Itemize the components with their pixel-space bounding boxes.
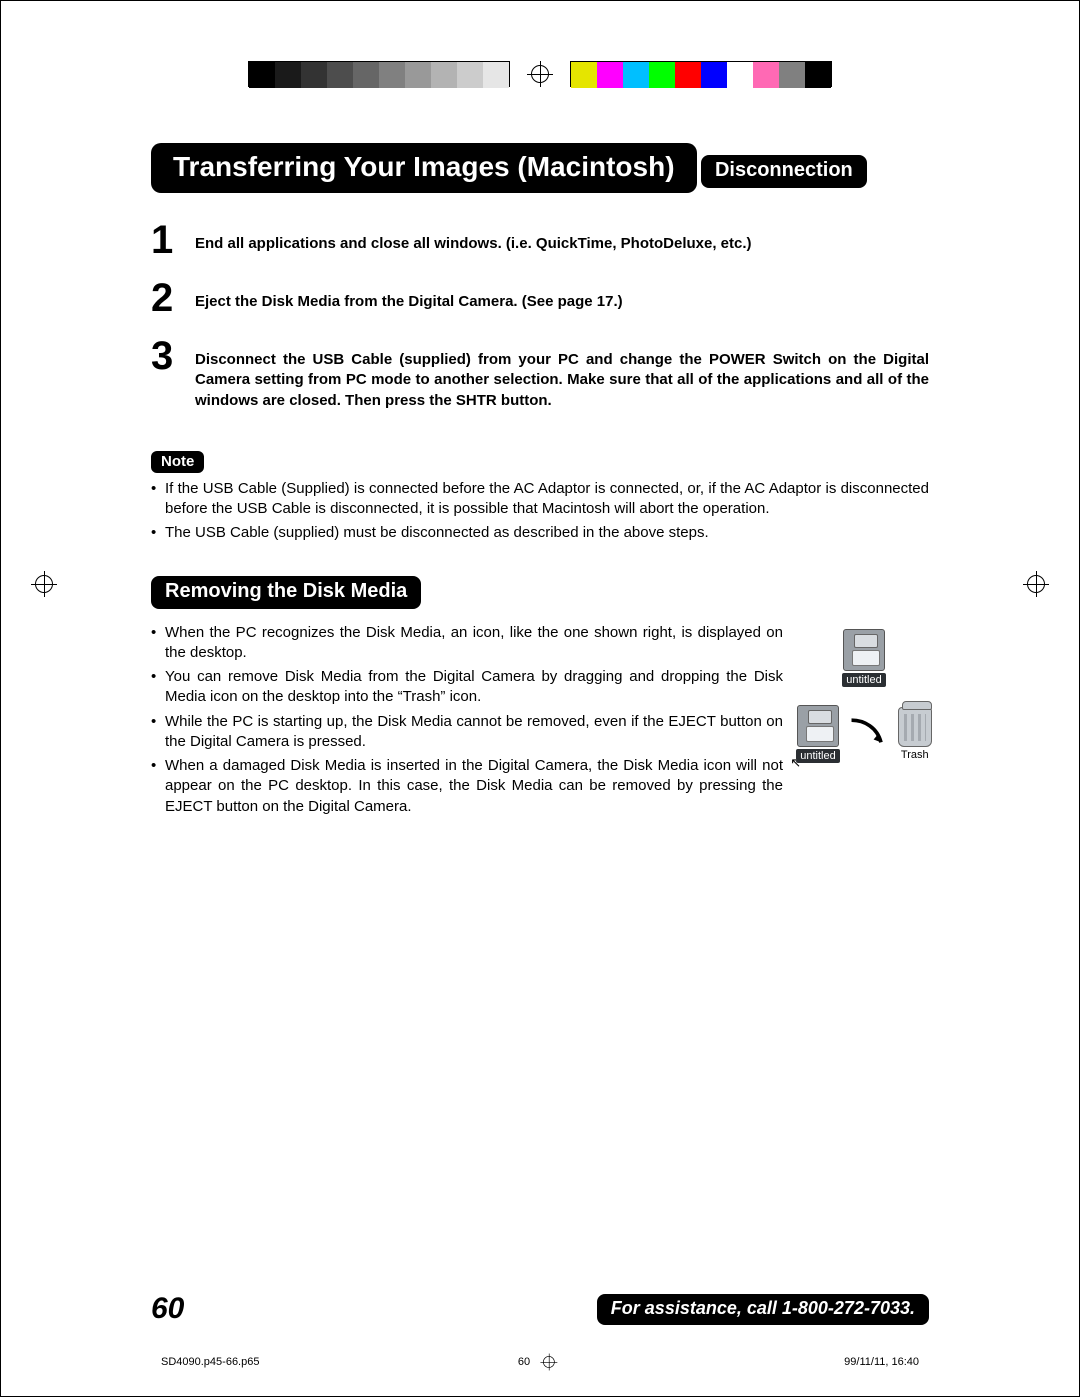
note-item: The USB Cable (supplied) must be disconn… bbox=[151, 523, 929, 543]
page-number: 60 bbox=[151, 1292, 184, 1326]
swatch bbox=[623, 62, 649, 88]
swatch bbox=[805, 62, 831, 88]
drag-arrow-icon bbox=[846, 711, 892, 757]
content-area: Transferring Your Images (Macintosh) Dis… bbox=[81, 127, 999, 821]
step-number: 1 bbox=[151, 220, 181, 260]
registration-mark-icon bbox=[527, 61, 553, 87]
removing-item: While the PC is starting up, the Disk Me… bbox=[151, 712, 783, 753]
step-text: End all applications and close all windo… bbox=[195, 220, 752, 254]
step: 2 Eject the Disk Media from the Digital C… bbox=[151, 278, 929, 318]
step-text: Disconnect the USB Cable (supplied) from… bbox=[195, 336, 929, 411]
swatch bbox=[753, 62, 779, 88]
assistance-phone: For assistance, call 1-800-272-7033. bbox=[597, 1294, 929, 1325]
page-title: Transferring Your Images (Macintosh) bbox=[151, 143, 697, 193]
swatch bbox=[483, 62, 509, 88]
step-number: 3 bbox=[151, 336, 181, 376]
step-text: Eject the Disk Media from the Digital Ca… bbox=[195, 278, 623, 312]
print-page-small: 60 bbox=[518, 1356, 530, 1368]
grayscale-swatches bbox=[248, 61, 510, 87]
swatch bbox=[675, 62, 701, 88]
swatch bbox=[249, 62, 275, 88]
swatch bbox=[353, 62, 379, 88]
disk-media-icon: untitled bbox=[842, 629, 885, 687]
step: 3 Disconnect the USB Cable (supplied) fro… bbox=[151, 336, 929, 411]
swatch bbox=[701, 62, 727, 88]
swatch bbox=[379, 62, 405, 88]
disk-media-dragging-icon: untitled ↖ bbox=[796, 705, 839, 763]
cursor-icon: ↖ bbox=[790, 755, 801, 771]
removing-illustrations: untitled untitled ↖ Trash bbox=[799, 623, 929, 763]
swatch bbox=[649, 62, 675, 88]
swatch bbox=[431, 62, 457, 88]
swatch bbox=[301, 62, 327, 88]
section-heading-disconnection: Disconnection bbox=[701, 155, 867, 188]
disk-label: untitled bbox=[842, 673, 885, 687]
removing-item: When the PC recognizes the Disk Media, a… bbox=[151, 623, 783, 664]
step-number: 2 bbox=[151, 278, 181, 318]
swatch bbox=[405, 62, 431, 88]
swatch bbox=[457, 62, 483, 88]
print-footer-line: SD4090.p45-66.p65 60 99/11/11, 16:40 bbox=[161, 1356, 919, 1368]
section-heading-removing: Removing the Disk Media bbox=[151, 576, 421, 609]
print-file-name: SD4090.p45-66.p65 bbox=[161, 1356, 259, 1368]
page-footer: 60 For assistance, call 1-800-272-7033. bbox=[81, 1292, 999, 1326]
trash-icon: Trash bbox=[898, 707, 932, 761]
swatch bbox=[327, 62, 353, 88]
print-timestamp: 99/11/11, 16:40 bbox=[844, 1356, 919, 1368]
removing-row: When the PC recognizes the Disk Media, a… bbox=[151, 623, 929, 821]
removing-item: You can remove Disk Media from the Digit… bbox=[151, 667, 783, 708]
disconnection-steps: 1 End all applications and close all wind… bbox=[151, 220, 929, 411]
swatch bbox=[779, 62, 805, 88]
removing-item: When a damaged Disk Media is inserted in… bbox=[151, 756, 783, 817]
swatch bbox=[571, 62, 597, 88]
swatch bbox=[727, 62, 753, 88]
swatch bbox=[275, 62, 301, 88]
swatch bbox=[597, 62, 623, 88]
color-swatches bbox=[570, 61, 832, 87]
note-list: If the USB Cable (Supplied) is connected… bbox=[151, 479, 929, 544]
registration-mark-right-icon bbox=[1023, 571, 1049, 597]
note-heading: Note bbox=[151, 451, 204, 473]
step: 1 End all applications and close all wind… bbox=[151, 220, 929, 260]
registration-mark-left-icon bbox=[31, 571, 57, 597]
registration-mark-bottom-icon bbox=[541, 1354, 558, 1371]
disk-label: untitled bbox=[796, 749, 839, 763]
print-calibration-bar bbox=[81, 61, 999, 87]
trash-label: Trash bbox=[901, 749, 929, 761]
page: Transferring Your Images (Macintosh) Dis… bbox=[0, 0, 1080, 1397]
note-item: If the USB Cable (Supplied) is connected… bbox=[151, 479, 929, 520]
removing-bullets: When the PC recognizes the Disk Media, a… bbox=[151, 623, 783, 817]
